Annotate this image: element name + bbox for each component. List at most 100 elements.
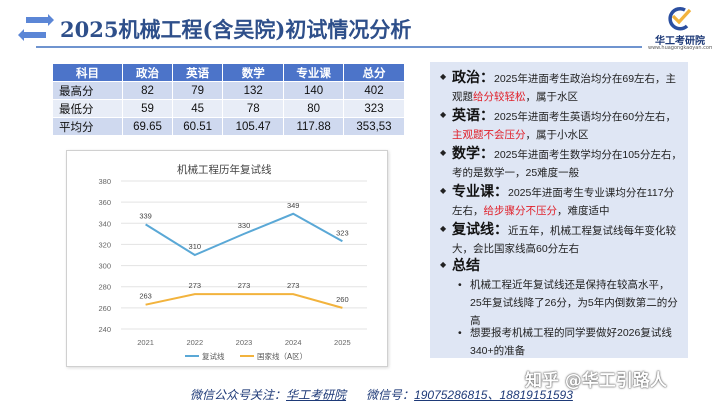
analysis-panel: ◆ 政治：2025年进面考生政治均分在69左右，主观题给分较轻松，属于水区 ◆ … <box>430 62 688 358</box>
table-cell: 59 <box>121 99 174 118</box>
table-cell: 45 <box>172 99 224 118</box>
data-label: 263 <box>139 292 152 301</box>
note-text: 机械工程近年复试线还是保持在 <box>470 279 617 291</box>
table-cell: 80 <box>283 99 344 118</box>
note-text: 2025年进面考生专业课均分在117分左右， <box>452 187 675 217</box>
wechat-account-link[interactable]: 华工考研院 <box>286 388 347 402</box>
note-text: 近五年，机械工程复试线每年变化较大，会比国家线高60分左右 <box>452 225 676 255</box>
bullet-icon: ◆ <box>440 186 447 195</box>
y-tick-label: 340 <box>98 219 111 228</box>
x-tick-label: 2025 <box>334 338 351 347</box>
watermark: 知乎 @华工引路人 <box>525 371 667 391</box>
note-highlight: 给步骤分不压分 <box>483 205 558 217</box>
bullet-icon: ◆ <box>440 224 447 233</box>
score-table: 科目 政治 英语 数学 专业课 总分 最高分 82 79 132 140 402… <box>52 63 405 136</box>
note-text: ，属于水区 <box>525 91 579 103</box>
wechat-id-link[interactable]: 19075286815、18819151593 <box>414 388 573 402</box>
bullet-icon: ◆ <box>440 260 447 269</box>
y-tick-label: 240 <box>98 325 111 334</box>
column-header: 专业课 <box>283 63 344 82</box>
bullet-icon: ◆ <box>440 72 447 81</box>
table-cell: 79 <box>172 81 224 100</box>
note-key: 数学： <box>452 145 494 161</box>
bullet-icon: • <box>458 279 462 291</box>
table-row: 最高分 82 79 132 140 402 <box>52 81 405 100</box>
data-label: 349 <box>287 201 300 210</box>
double-arrow-icon <box>18 14 54 41</box>
table-cell: 323 <box>343 99 405 118</box>
note-highlight: 主观题不会压分 <box>452 129 526 141</box>
note-text: ，难度适中 <box>557 205 610 217</box>
note-politics: ◆ 政治：2025年进面考生政治均分在69左右，主观题给分较轻松，属于水区 <box>440 68 684 106</box>
table-cell: 402 <box>343 81 405 100</box>
table-cell: 78 <box>222 99 285 118</box>
data-label: 310 <box>189 242 202 251</box>
legend-label: 国家线（A区） <box>257 351 307 361</box>
note-english: ◆ 英语：2025年进面考生英语均分在60分左右， 主观题不会压分，属于小水区 <box>440 106 684 144</box>
data-label: 330 <box>238 221 251 230</box>
y-tick-label: 380 <box>98 177 111 186</box>
column-header: 数学 <box>222 63 285 82</box>
page-title: 2025机械工程(含吴院)初试情况分析 <box>60 17 412 42</box>
table-cell: 105.47 <box>222 117 285 136</box>
y-tick-label: 300 <box>98 262 111 271</box>
footer-label: 微信号： <box>366 388 415 402</box>
bullet-icon: • <box>458 327 462 339</box>
footer-label: 微信公众号关注： <box>190 388 287 402</box>
table-cell: 60.51 <box>172 117 224 136</box>
table-cell: 132 <box>222 81 285 100</box>
note-key: 总结 <box>452 257 480 273</box>
note-summary: ◆ 总结 <box>440 256 684 276</box>
logo-url: www.huagongkaoyan.com <box>648 45 712 51</box>
logo-mark-icon <box>668 6 692 31</box>
logo-name: 华工考研院 <box>655 36 705 47</box>
x-tick-label: 2023 <box>236 338 253 347</box>
y-tick-label: 360 <box>98 198 111 207</box>
column-header: 政治 <box>121 63 174 82</box>
note-math: ◆ 数学：2025年进面考生数学均分在105分左右，考的是数学一，25难度一般 <box>440 144 684 182</box>
table-cell: 69.65 <box>121 117 174 136</box>
x-tick-label: 2021 <box>137 338 154 347</box>
note-text: 2025年进面考生英语均分在60分左右， <box>494 111 677 123</box>
table-cell: 82 <box>121 81 174 100</box>
data-label: 273 <box>189 281 202 290</box>
column-header: 英语 <box>172 63 224 82</box>
column-header: 总分 <box>343 63 405 82</box>
note-text: 2025年进面考生政治均分在69左右，主观题 <box>452 73 677 103</box>
table-row: 平均分 69.65 60.51 105.47 117.88 353,53 <box>52 117 405 136</box>
note-text: ，属于小水区 <box>525 129 589 141</box>
table-cell: 140 <box>283 81 344 100</box>
summary-item: • 想要报考机械工程的同学要做好2026复试线340+的准备 <box>458 324 680 360</box>
note-key: 专业课： <box>452 183 508 199</box>
bullet-icon: ◆ <box>440 110 447 119</box>
header-divider <box>36 46 642 48</box>
y-tick-label: 280 <box>98 283 111 292</box>
note-highlight: 给分较轻松 <box>473 91 526 103</box>
note-key: 复试线： <box>452 221 508 237</box>
data-label: 260 <box>336 295 349 304</box>
note-highlight: 较高水平 <box>617 279 659 291</box>
note-key: 英语： <box>452 107 494 123</box>
note-text: 2025年进面考生数学均分在105分左右，考的是数学一，25难度一般 <box>452 149 682 179</box>
row-label: 最低分 <box>52 99 123 118</box>
table-cell: 353,53 <box>343 117 405 136</box>
row-label: 最高分 <box>52 81 123 100</box>
chart-title: 机械工程历年复试线 <box>177 163 272 176</box>
table-row: 最低分 59 45 78 80 323 <box>52 99 405 118</box>
note-text: ，25年复试线降了26分，为5年内倒数第二的分高 <box>470 279 678 327</box>
brand-logo: 华工考研院 www.huagongkaoyan.com <box>648 6 712 52</box>
note-key: 政治： <box>452 69 494 85</box>
data-label: 339 <box>139 211 152 220</box>
legend-label: 复试线 <box>202 351 225 361</box>
data-label: 323 <box>336 228 349 237</box>
note-major: ◆ 专业课：2025年进面考生专业课均分在117分左右，给步骤分不压分，难度适中 <box>440 182 684 220</box>
table-header-row: 科目 政治 英语 数学 专业课 总分 <box>52 63 405 82</box>
data-label: 273 <box>287 281 300 290</box>
footer-contact: 微信公众号关注：华工考研院 微信号：19075286815、1881915159… <box>190 386 573 403</box>
table-cell: 117.88 <box>283 117 344 136</box>
y-tick-label: 260 <box>98 304 111 313</box>
x-tick-label: 2024 <box>285 338 302 347</box>
data-label: 273 <box>238 281 251 290</box>
chart-canvas: 机械工程历年复试线 240 260 280 300 320 340 360 380 2021 2… <box>98 163 367 361</box>
x-tick-label: 2022 <box>186 338 203 347</box>
